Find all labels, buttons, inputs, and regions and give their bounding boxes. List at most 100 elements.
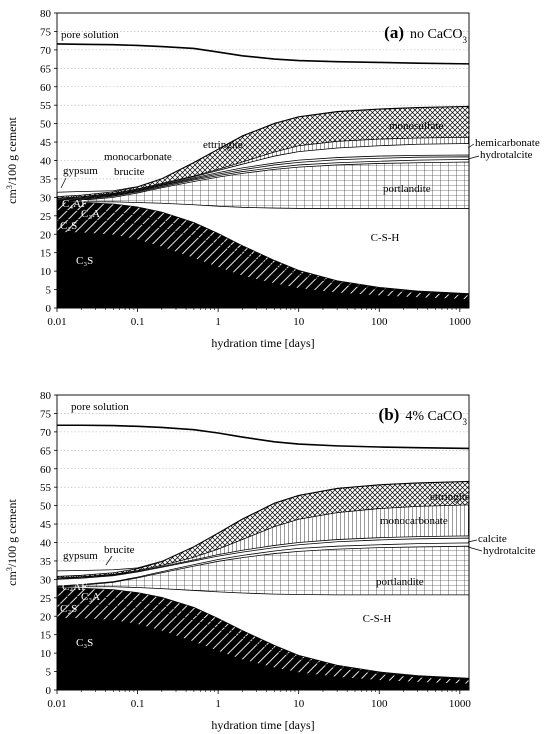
annotation-brucite: brucite [114, 166, 145, 178]
chart-title-b: (b) 4% CaCO3 [379, 405, 468, 427]
y-tick-label: 10 [40, 648, 52, 660]
y-tick-label: 5 [46, 667, 52, 679]
y-tick-label: 20 [40, 611, 52, 623]
x-tick-label: 100 [371, 698, 388, 710]
pore-solution-line [57, 424, 470, 450]
y-tick-label: 40 [40, 156, 52, 168]
annotation-gypsum: gypsum [63, 165, 98, 177]
y-tick-label: 80 [40, 8, 52, 20]
chart-title-a: (a) no CaCO3 [384, 23, 467, 45]
annotation-c4af: C₄AF [62, 198, 87, 210]
annotation-c3a: C₃A [81, 208, 100, 220]
annotation-hydrotalcite: hydrotalcite [483, 545, 536, 557]
pore-solution-line [56, 43, 470, 65]
y-tick-label: 50 [40, 501, 52, 513]
y-tick-label: 15 [40, 248, 52, 260]
y-tick-label: 75 [40, 408, 52, 420]
y-tick-label: 65 [40, 445, 52, 457]
annotation-ettringite: ettringite [430, 491, 470, 503]
stacked-areas-b [56, 480, 470, 691]
y-tick-label: 0 [46, 685, 52, 697]
leader-line [467, 155, 480, 160]
y-tick-label: 45 [40, 137, 52, 149]
y-tick-label: 40 [40, 538, 52, 550]
chart-panel-b: 0 5 10 15 20 25 30 35 40 45 50 55 60 65 70 75 80 0.01 0.1 1… [5, 390, 536, 732]
annotation-gypsum: gypsum [63, 550, 98, 562]
x-axis-label-a: hydration time [days] [211, 336, 314, 350]
x-tick-label: 10 [293, 316, 305, 328]
y-axis-label-b: cm3/100 g cement [5, 499, 20, 586]
leader-line [467, 546, 483, 552]
y-tick-label: 10 [40, 266, 52, 278]
y-tick-label: 35 [40, 174, 52, 186]
y-tick-label: 35 [40, 556, 52, 568]
area-c3s [56, 617, 470, 691]
x-tick-label: 1 [215, 316, 221, 328]
stacked-areas-a [56, 105, 470, 309]
area-c3s [56, 231, 470, 309]
x-tick-label: 0.01 [47, 316, 66, 328]
x-tick-label: 1000 [449, 698, 472, 710]
leader-line [60, 177, 67, 189]
annotation-portlandite: portlandite [383, 183, 431, 195]
y-tick-label: 65 [40, 63, 52, 75]
annotation-c3a: C₃A [81, 591, 100, 603]
chart-panel-a: 0 5 10 15 20 25 30 35 40 45 50 55 60 65 70 75 80 0.01 0.1 1… [5, 8, 540, 350]
annotation-c4af: C₄AF [62, 581, 87, 593]
annotation-calcite: calcite [478, 533, 507, 545]
x-tick-label: 0.1 [131, 316, 145, 328]
pore-solution-line-a [56, 43, 470, 65]
y-tick-label: 70 [40, 427, 52, 439]
leader-line [467, 539, 478, 543]
annotation-portlandite: portlandite [376, 576, 424, 588]
x-axis-label-b: hydration time [days] [211, 718, 314, 732]
axis-ticks-a: 0 5 10 15 20 25 30 35 40 45 50 55 60 65 70 75 80 0.01 0.1 1… [40, 8, 471, 328]
y-tick-label: 60 [40, 464, 52, 476]
y-tick-label: 15 [40, 630, 52, 642]
annotation-c3s: C₃S [76, 255, 93, 267]
y-tick-label: 80 [40, 390, 52, 402]
annotation-brucite: brucite [104, 544, 135, 556]
axis-ticks-b: 0 5 10 15 20 25 30 35 40 45 50 55 60 65 70 75 80 0.01 0.1 1… [40, 390, 471, 710]
leader-line [467, 143, 475, 149]
y-tick-label: 75 [40, 26, 52, 38]
y-axis-label-a: cm3/100 g cement [5, 117, 20, 204]
y-tick-label: 25 [40, 211, 52, 223]
y-tick-label: 0 [46, 303, 52, 315]
y-tick-label: 30 [40, 192, 52, 204]
y-tick-label: 70 [40, 45, 52, 57]
pore-solution-line-b [57, 424, 470, 450]
annotation-monosulfate: monosulfate [389, 120, 443, 132]
x-tick-label: 100 [371, 316, 388, 328]
annotation-c2s: C₂S [60, 220, 77, 232]
annotation-hemicarbonate: hemicarbonate [475, 137, 540, 149]
y-tick-label: 55 [40, 482, 52, 494]
y-tick-label: 55 [40, 100, 52, 112]
x-tick-label: 10 [293, 698, 305, 710]
annotation-c2s: C₂S [60, 603, 77, 615]
annotation-monocarbonate: monocarbonate [104, 151, 172, 163]
y-tick-label: 25 [40, 593, 52, 605]
x-tick-label: 1000 [449, 316, 472, 328]
y-tick-label: 50 [40, 119, 52, 131]
annotation-monocarbonate: monocarbonate [380, 515, 448, 527]
annotation-ettringite: ettringite [203, 139, 243, 151]
y-tick-label: 30 [40, 574, 52, 586]
annotation-hydrotalcite: hydrotalcite [480, 149, 533, 161]
annotation-csh: C-S-H [363, 613, 392, 625]
y-tick-label: 5 [46, 285, 52, 297]
y-tick-label: 45 [40, 519, 52, 531]
annotation-csh: C-S-H [371, 232, 400, 244]
x-tick-label: 0.01 [47, 698, 66, 710]
annotation-c3s: C₃S [76, 637, 93, 649]
annotation-pore: pore solution [61, 29, 119, 41]
leader-line [105, 555, 113, 566]
x-tick-label: 0.1 [131, 698, 145, 710]
y-tick-label: 60 [40, 82, 52, 94]
annotation-pore: pore solution [71, 401, 129, 413]
y-tick-label: 20 [40, 229, 52, 241]
x-tick-label: 1 [215, 698, 221, 710]
